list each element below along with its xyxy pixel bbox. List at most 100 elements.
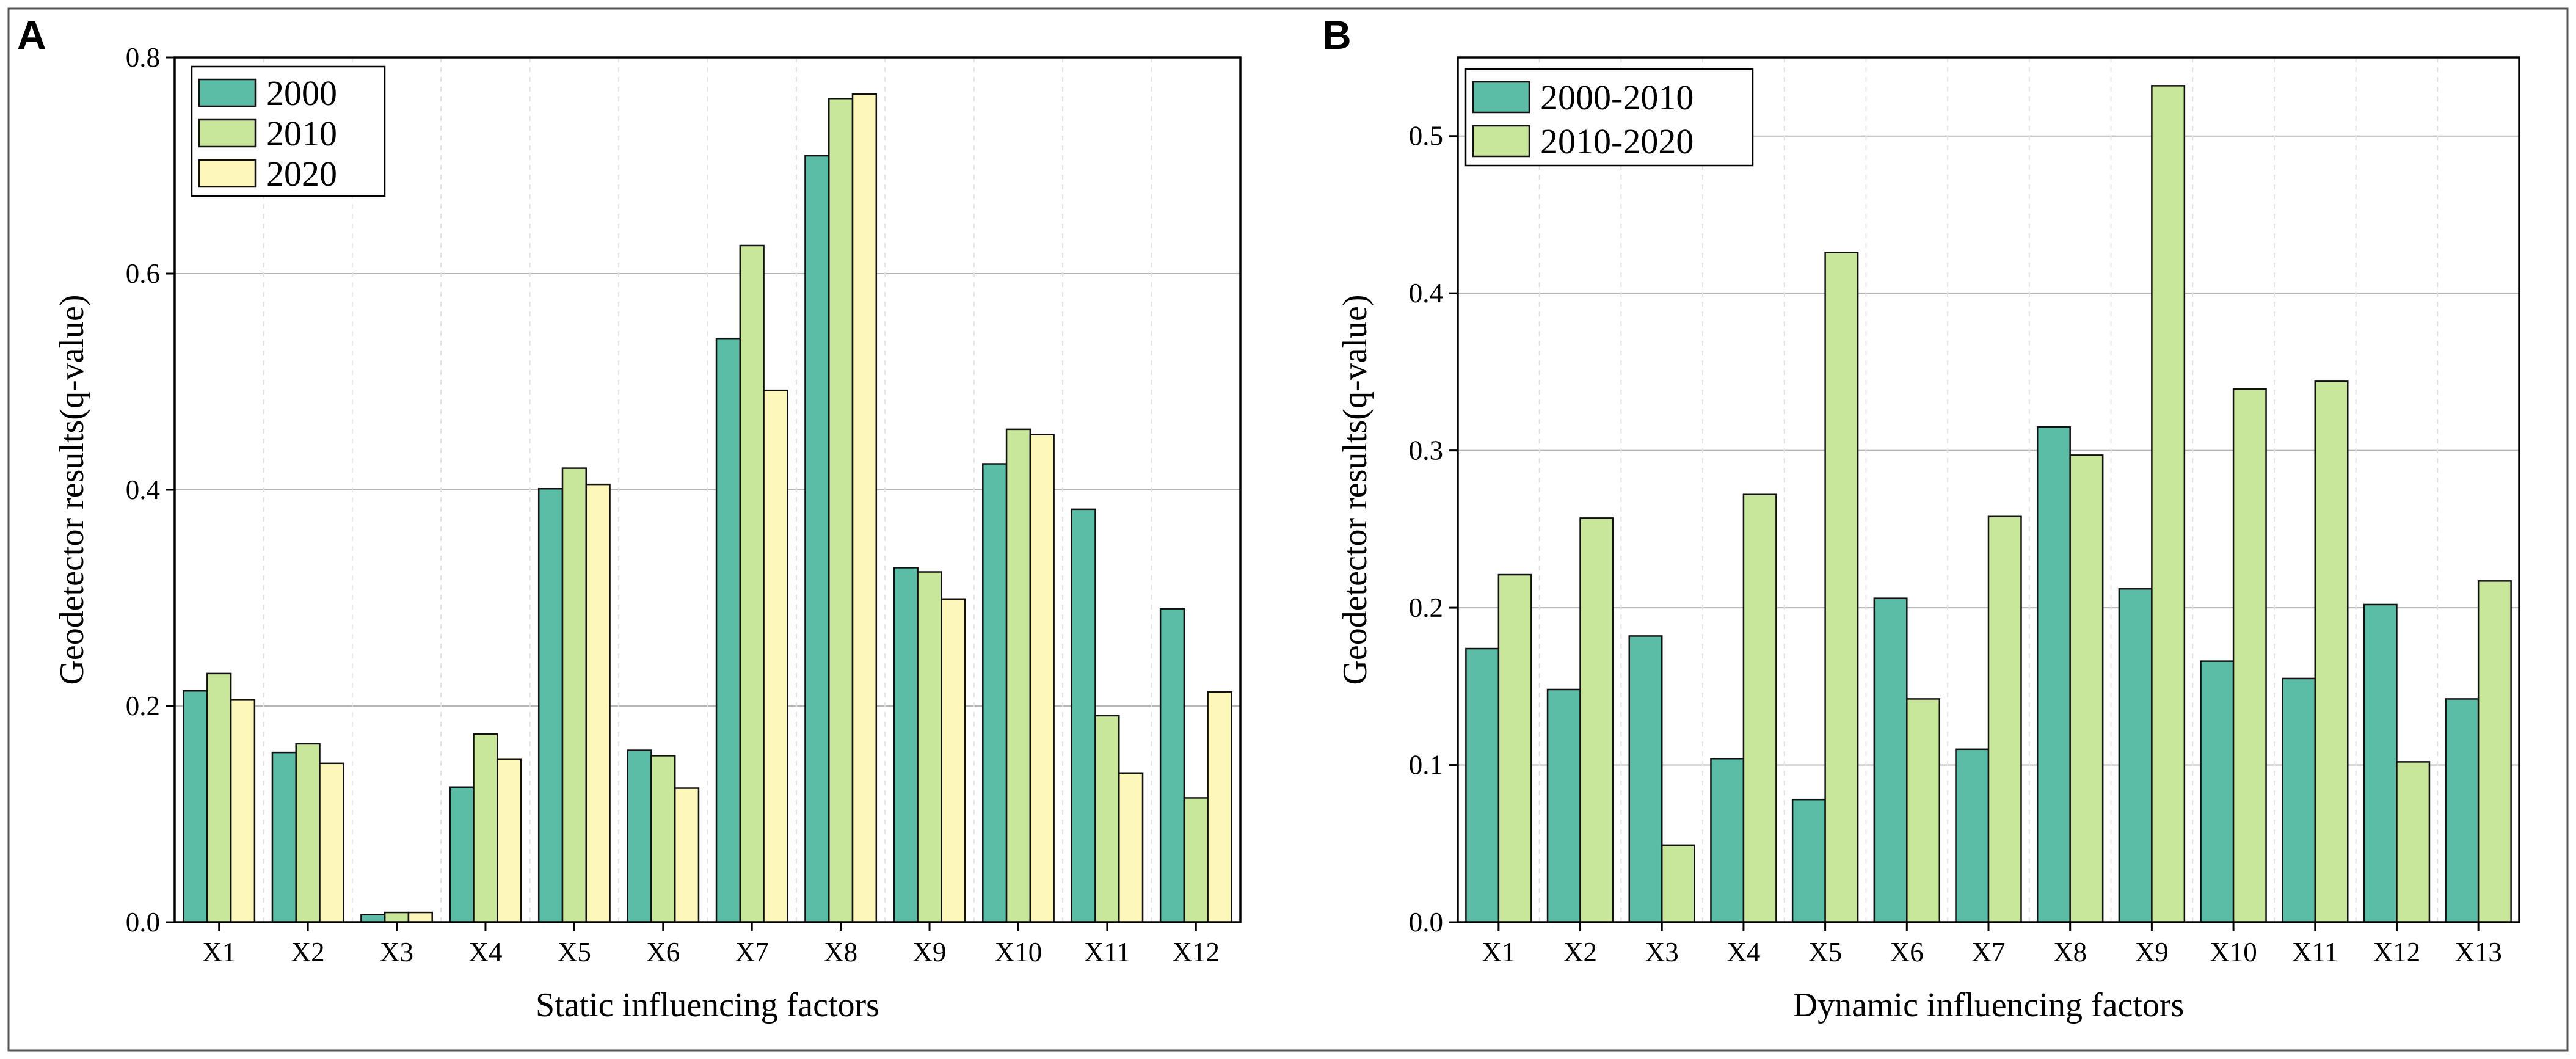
bar-2010-2020-X7 bbox=[1987, 515, 2022, 923]
x-tick-label: X5 bbox=[1808, 937, 1842, 967]
y-tick-label: 0.8 bbox=[126, 42, 160, 73]
x-tick-label: X1 bbox=[1482, 937, 1515, 967]
bar-2020-X9 bbox=[941, 598, 966, 923]
bar-2020-X1 bbox=[230, 699, 256, 923]
y-tick-label: 0.1 bbox=[1409, 750, 1443, 781]
bar-2010-2020-X1 bbox=[1497, 573, 1532, 923]
bar-2000-X8 bbox=[804, 155, 830, 923]
bar-2010-X6 bbox=[650, 755, 676, 923]
bar-2020-X10 bbox=[1029, 434, 1055, 923]
x-tick-label: X1 bbox=[202, 937, 236, 967]
x-tick-label: X4 bbox=[1726, 937, 1760, 967]
x-tick-label: X10 bbox=[2210, 937, 2257, 967]
bar-2000-2010-X7 bbox=[1955, 748, 1990, 923]
bar-2010-2020-X2 bbox=[1579, 517, 1614, 923]
legend-swatch-2010-2020 bbox=[1472, 125, 1530, 158]
bar-2020-X11 bbox=[1118, 772, 1144, 923]
bar-2000-2010-X2 bbox=[1546, 688, 1581, 923]
x-tick-label: X3 bbox=[1645, 937, 1679, 967]
x-tick-label: X6 bbox=[646, 937, 680, 967]
bar-2010-X11 bbox=[1094, 715, 1120, 923]
bar-2010-X12 bbox=[1183, 797, 1209, 923]
bar-2010-2020-X4 bbox=[1742, 493, 1777, 923]
bar-2000-X5 bbox=[537, 487, 564, 923]
legend-label-2010-2020: 2010-2020 bbox=[1540, 122, 1694, 161]
x-tick-label: X12 bbox=[2373, 937, 2421, 967]
bar-2000-2010-X9 bbox=[2118, 588, 2153, 923]
y-tick-label: 0.5 bbox=[1409, 121, 1443, 151]
legend-label-2020: 2020 bbox=[266, 154, 337, 194]
bar-2010-2020-X10 bbox=[2232, 388, 2267, 923]
legend-label-2000: 2000 bbox=[266, 73, 337, 113]
bar-2010-2020-X11 bbox=[2314, 380, 2349, 923]
bar-2010-2020-X12 bbox=[2396, 761, 2431, 923]
legend-swatch-2000-2010 bbox=[1472, 81, 1530, 114]
bar-2020-X8 bbox=[851, 93, 878, 923]
y-tick-label: 0.2 bbox=[126, 691, 160, 721]
legend-swatch-2000 bbox=[198, 78, 257, 107]
bar-2010-X7 bbox=[739, 244, 765, 923]
bar-2010-X5 bbox=[561, 467, 588, 923]
bar-2020-X5 bbox=[585, 483, 611, 923]
y-tick-label: 0.4 bbox=[126, 475, 160, 505]
x-tick-label: X13 bbox=[2454, 937, 2502, 967]
bar-2000-X2 bbox=[271, 751, 297, 923]
bar-2000-2010-X1 bbox=[1465, 647, 1500, 923]
bar-2000-X3 bbox=[360, 914, 386, 923]
x-tick-label: X9 bbox=[2135, 937, 2169, 967]
x-tick-label: X9 bbox=[913, 937, 947, 967]
bar-2020-X2 bbox=[319, 762, 344, 923]
bar-2000-X11 bbox=[1071, 508, 1096, 923]
x-tick-label: X7 bbox=[735, 937, 769, 967]
bar-2010-X1 bbox=[206, 672, 232, 923]
bar-2000-X12 bbox=[1159, 608, 1185, 923]
bar-2020-X3 bbox=[407, 911, 433, 923]
y-tick-label: 0.2 bbox=[1409, 592, 1443, 623]
x-tick-label: X8 bbox=[824, 937, 857, 967]
bar-2000-2010-X13 bbox=[2445, 698, 2480, 923]
bar-2010-X8 bbox=[828, 98, 854, 923]
bar-2000-X9 bbox=[893, 567, 919, 923]
bar-2000-2010-X10 bbox=[2200, 660, 2235, 923]
bar-2000-2010-X3 bbox=[1628, 635, 1663, 923]
panel-letter: B bbox=[1322, 12, 1352, 57]
bar-2010-X4 bbox=[473, 733, 498, 923]
x-tick-label: X11 bbox=[1084, 937, 1130, 967]
y-tick-label: 0.3 bbox=[1409, 435, 1443, 466]
bar-2000-2010-X12 bbox=[2363, 603, 2398, 923]
x-axis-label: Dynamic influencing factors bbox=[1793, 986, 2185, 1024]
x-tick-label: X5 bbox=[558, 937, 591, 967]
x-tick-label: X6 bbox=[1890, 937, 1924, 967]
x-tick-label: X10 bbox=[995, 937, 1042, 967]
bar-2000-2010-X11 bbox=[2282, 677, 2316, 923]
y-tick-label: 0.0 bbox=[126, 907, 160, 937]
x-tick-label: X3 bbox=[380, 937, 413, 967]
bar-2010-2020-X5 bbox=[1824, 251, 1859, 923]
bar-2000-2010-X8 bbox=[2036, 426, 2071, 923]
bar-2020-X6 bbox=[674, 787, 700, 923]
bar-2020-X4 bbox=[497, 758, 522, 923]
bar-2000-X10 bbox=[982, 463, 1008, 923]
y-tick-label: 0.4 bbox=[1409, 278, 1443, 308]
x-tick-label: X2 bbox=[1563, 937, 1597, 967]
panel-a: A 0.0 0.2 0.4 0.6 0.8 X1 X2 X3 X4 X5 X6 X7 X8 X9 X10 X11… bbox=[17, 12, 1242, 1024]
bar-2000-2010-X4 bbox=[1710, 757, 1745, 923]
legend-label-2000-2010: 2000-2010 bbox=[1540, 78, 1694, 117]
legend-swatch-2010 bbox=[198, 118, 257, 148]
legend-swatch-2020 bbox=[198, 159, 257, 188]
x-tick-label: X12 bbox=[1173, 937, 1220, 967]
bar-2000-X1 bbox=[183, 690, 208, 923]
y-tick-label: 0.6 bbox=[126, 258, 160, 289]
bar-2010-X9 bbox=[917, 571, 942, 923]
bar-2010-X3 bbox=[384, 911, 410, 923]
bar-2000-X7 bbox=[715, 337, 741, 923]
bar-2000-X6 bbox=[627, 749, 652, 923]
x-tick-label: X4 bbox=[468, 937, 502, 967]
y-tick-label: 0.0 bbox=[1409, 907, 1443, 937]
legend-label-2010: 2010 bbox=[266, 114, 337, 153]
y-axis-label: Geodetector results(q-value) bbox=[53, 294, 91, 685]
x-tick-label: X8 bbox=[2053, 937, 2087, 967]
bar-2020-X12 bbox=[1207, 691, 1232, 923]
x-tick-label: X7 bbox=[1972, 937, 2006, 967]
